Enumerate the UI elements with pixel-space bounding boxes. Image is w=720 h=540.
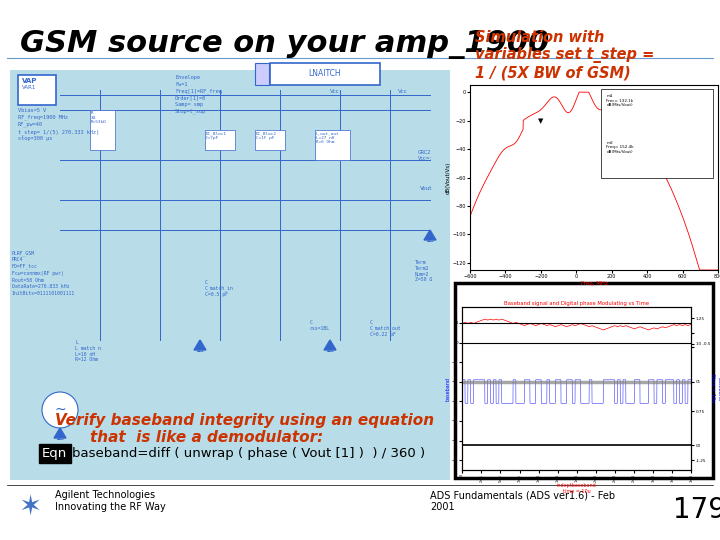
Text: 179: 179 bbox=[673, 496, 720, 524]
Text: Agilent Technologies: Agilent Technologies bbox=[55, 490, 155, 500]
Text: ~: ~ bbox=[54, 403, 66, 417]
Circle shape bbox=[42, 392, 78, 428]
Text: DC_Bloc1
C=7pF: DC_Bloc1 C=7pF bbox=[206, 131, 227, 140]
Text: that  is like a demodulator:: that is like a demodulator: bbox=[90, 430, 323, 445]
Polygon shape bbox=[424, 230, 436, 240]
Text: C
C_match_out
C=0.22 pF: C C_match_out C=0.22 pF bbox=[370, 320, 402, 337]
Bar bbox=[10, 70, 450, 480]
Bar bbox=[90, 110, 115, 150]
Text: ═══: ═══ bbox=[197, 350, 204, 354]
X-axis label: indeptbaseband
time = 10u: indeptbaseband time = 10u bbox=[557, 483, 597, 494]
Text: ═══: ═══ bbox=[426, 240, 433, 244]
Text: C
css=1BL: C css=1BL bbox=[310, 320, 330, 331]
Text: Vcc: Vcc bbox=[398, 89, 408, 94]
Bar bbox=[205, 130, 235, 150]
Text: Innovating the RF Way: Innovating the RF Way bbox=[55, 502, 166, 512]
Y-axis label: baseband: baseband bbox=[446, 376, 451, 401]
Bar bbox=[255, 63, 269, 85]
Text: m1
Frec= 132.1k
dB(Mts/Vout): m1 Frec= 132.1k dB(Mts/Vout) bbox=[606, 94, 634, 107]
Y-axis label: dB(Vout/Vs): dB(Vout/Vs) bbox=[446, 161, 451, 194]
Text: DC_Bloc2
C=1F pF: DC_Bloc2 C=1F pF bbox=[256, 131, 277, 140]
Bar bbox=[18, 75, 56, 105]
Text: Eqn: Eqn bbox=[42, 447, 67, 460]
Bar bbox=[455, 283, 713, 478]
Text: GRC2
Vcc=:: GRC2 Vcc=: bbox=[418, 150, 433, 161]
Text: GSM source on your amp_1900: GSM source on your amp_1900 bbox=[20, 30, 549, 59]
Text: 2001: 2001 bbox=[430, 502, 454, 512]
X-axis label: Freq, MHz: Freq, MHz bbox=[580, 281, 608, 286]
Text: ═══: ═══ bbox=[326, 350, 334, 354]
Bar bbox=[255, 130, 285, 150]
Text: ▼: ▼ bbox=[538, 118, 544, 124]
Bar bbox=[270, 63, 380, 85]
Text: Vcc: Vcc bbox=[330, 89, 340, 94]
Text: Vbias=5 V
RF_freq=1900 MHz
RF_pw=40
t_step= 1/(5) 270.333 kHz)
stop=300 µs: Vbias=5 V RF_freq=1900 MHz RF_pw=40 t_st… bbox=[18, 108, 99, 141]
Text: Envelope
Fw=1
Freq[1]=RF_freq
Order[1]=0
Samp= smp
Stop=t_sup: Envelope Fw=1 Freq[1]=RF_freq Order[1]=0… bbox=[175, 75, 222, 114]
Polygon shape bbox=[324, 340, 336, 350]
Text: Term
Term2
Num=2
Z=50 Ω: Term Term2 Num=2 Z=50 Ω bbox=[415, 260, 432, 282]
Text: VAP: VAP bbox=[22, 78, 37, 84]
Text: L
L match n
L=10 nH
R=12 Ohm: L L match n L=10 nH R=12 Ohm bbox=[75, 340, 101, 362]
Text: ADS Fundamentals (ADS ver1.6) - Feb: ADS Fundamentals (ADS ver1.6) - Feb bbox=[430, 490, 615, 500]
Text: ═══: ═══ bbox=[56, 438, 64, 442]
Text: L_out_out
L=27 nH
R=6 Ohm: L_out_out L=27 nH R=6 Ohm bbox=[316, 131, 340, 144]
Text: Vout: Vout bbox=[420, 186, 433, 191]
Text: R
3Ω
R=53kΩ: R 3Ω R=53kΩ bbox=[91, 111, 107, 124]
Text: LNAITCH: LNAITCH bbox=[309, 70, 341, 78]
Bar bbox=[315, 130, 350, 160]
Text: VAR1: VAR1 bbox=[22, 85, 37, 90]
Text: ✶: ✶ bbox=[19, 494, 42, 522]
Title: Baseband signal and Digital phase Modulating vs Time: Baseband signal and Digital phase Modula… bbox=[504, 301, 649, 306]
Text: baseband=diff ( unwrap ( phase ( Vout [1] )  ) / 360 ): baseband=diff ( unwrap ( phase ( Vout [1… bbox=[72, 447, 425, 460]
Y-axis label: baseband
Num = 10u: baseband Num = 10u bbox=[710, 374, 720, 403]
Polygon shape bbox=[194, 340, 206, 350]
Text: m2
Freq= 152.4k
dB(Mts/Vout): m2 Freq= 152.4k dB(Mts/Vout) bbox=[606, 140, 634, 154]
Text: ▼: ▼ bbox=[609, 118, 614, 124]
Bar bbox=[601, 89, 713, 178]
Text: Simulation with
variables set t_step =
1 / (5X BW of GSM): Simulation with variables set t_step = 1… bbox=[475, 30, 654, 81]
Polygon shape bbox=[54, 428, 66, 438]
Text: PLRF_GSM
PRC4
FO=FF_tcc
Fcw=connmx(RF pwr)
Rout=50 Ohm
DataRate=270.833 kHz
Init: PLRF_GSM PRC4 FO=FF_tcc Fcw=connmx(RF pw… bbox=[12, 250, 76, 296]
Text: C
C_match_in
C=0.5 pF: C C_match_in C=0.5 pF bbox=[205, 280, 234, 297]
Text: Verify baseband integrity using an equation: Verify baseband integrity using an equat… bbox=[55, 413, 434, 428]
